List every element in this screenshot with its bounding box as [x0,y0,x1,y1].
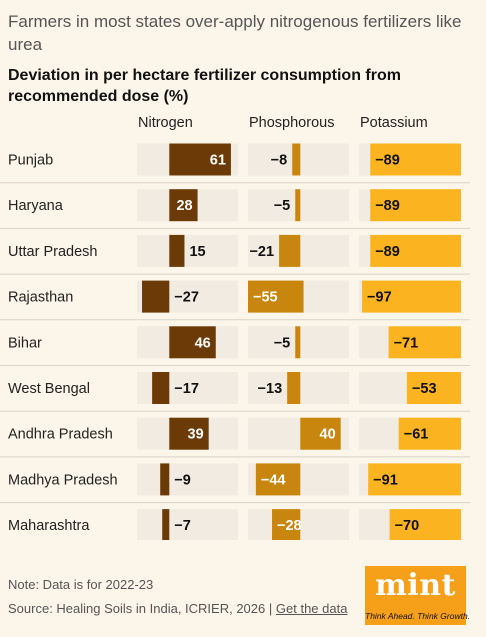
bar-nitrogen-madhya-pradesh [160,463,170,496]
source-separator: | [268,601,273,616]
value-label-potassium-rajasthan: −97 [367,290,392,306]
bar-potassium-haryana [370,189,461,222]
state-label-andhra-pradesh: Andhra Pradesh [8,427,113,443]
value-label-nitrogen-bihar: 46 [195,335,211,351]
value-label-phosphorous-west-bengal: −13 [258,381,283,397]
value-label-phosphorous-punjab: −8 [271,153,288,169]
value-label-nitrogen-west-bengal: −17 [174,381,199,397]
state-label-uttar-pradesh: Uttar Pradesh [8,244,97,260]
value-label-nitrogen-uttar-pradesh: 15 [189,244,205,260]
state-label-madhya-pradesh: Madhya Pradesh [8,472,118,488]
panel-background [137,234,238,267]
value-label-potassium-haryana: −89 [375,198,400,214]
column-header-potassium: Potassium [360,115,428,131]
state-label-rajasthan: Rajasthan [8,290,73,306]
bar-potassium-punjab [370,143,461,176]
source-text: Source: Healing Soils in India, ICRIER, … [8,601,266,616]
bar-phosphorous-punjab [292,143,301,176]
source-line: Source: Healing Soils in India, ICRIER, … [8,601,347,616]
get-the-data-link[interactable]: Get the data [275,601,348,616]
value-label-phosphorous-maharashtra: −28 [277,518,302,534]
value-label-potassium-punjab: −89 [375,153,400,169]
bar-nitrogen-uttar-pradesh [169,234,185,267]
bar-nitrogen-maharashtra [162,509,170,540]
logo-tagline: Think Ahead. Think Growth. [365,611,471,621]
value-label-nitrogen-maharashtra: −7 [174,518,191,534]
bar-potassium-bihar [388,326,461,359]
value-label-phosphorous-bihar: −5 [274,335,291,351]
value-label-potassium-uttar-pradesh: −89 [375,244,400,260]
value-label-phosphorous-uttar-pradesh: −21 [249,244,274,260]
value-label-nitrogen-rajasthan: −27 [174,290,199,306]
value-label-potassium-maharashtra: −70 [395,518,420,534]
bar-phosphorous-haryana [295,189,301,222]
bar-nitrogen-punjab [169,143,231,176]
value-label-nitrogen-haryana: 28 [176,198,192,214]
bar-potassium-madhya-pradesh [368,463,461,496]
value-label-potassium-west-bengal: −53 [412,381,437,397]
bar-nitrogen-haryana [169,189,198,222]
value-label-phosphorous-madhya-pradesh: −44 [261,472,286,488]
chart-subtitle: Deviation in per hectare fertilizer cons… [8,67,401,105]
bar-phosphorous-maharashtra [272,509,301,540]
bar-phosphorous-uttar-pradesh [279,234,301,267]
value-label-nitrogen-andhra-pradesh: 39 [188,427,204,443]
bar-potassium-maharashtra [389,509,461,540]
value-label-nitrogen-madhya-pradesh: −9 [174,472,191,488]
bar-phosphorous-west-bengal [287,372,301,404]
panel-background [137,463,238,496]
bar-phosphorous-rajasthan [248,280,304,313]
state-label-punjab: Punjab [8,153,53,169]
bar-nitrogen-rajasthan [142,280,170,313]
bar-phosphorous-madhya-pradesh [255,463,301,496]
bar-potassium-rajasthan [362,280,461,313]
bar-phosphorous-bihar [295,326,301,359]
bar-nitrogen-bihar [169,326,216,359]
logo-wordmark: mint [375,568,456,603]
value-label-nitrogen-punjab: 61 [210,153,226,169]
value-label-potassium-madhya-pradesh: −91 [373,472,398,488]
column-header-nitrogen: Nitrogen [138,115,193,131]
state-label-west-bengal: West Bengal [8,381,90,397]
bar-nitrogen-west-bengal [152,372,170,404]
column-header-phosphorous: Phosphorous [249,115,334,131]
bar-potassium-uttar-pradesh [370,234,461,267]
bar-phosphorous-andhra-pradesh [300,417,341,450]
bar-chart: Nitrogen Phosphorous Potassium Punjab 61 −8 −8… [0,115,470,540]
mint-logo: mint Think Ahead. Think Growth. [365,566,471,625]
value-label-potassium-andhra-pradesh: −61 [404,427,429,443]
state-label-haryana: Haryana [8,198,64,214]
value-label-phosphorous-haryana: −5 [274,198,291,214]
bar-potassium-west-bengal [406,372,461,404]
panel-background [137,509,238,540]
value-label-potassium-bihar: −71 [394,335,419,351]
state-label-bihar: Bihar [8,335,42,351]
bar-nitrogen-andhra-pradesh [169,417,209,450]
bar-potassium-andhra-pradesh [398,417,461,450]
chart-title: Farmers in most states over-apply nitrog… [8,12,462,54]
state-label-maharashtra: Maharashtra [8,518,90,534]
value-label-phosphorous-rajasthan: −55 [253,290,278,306]
footnote: Note: Data is for 2022-23 [8,577,154,592]
value-label-phosphorous-andhra-pradesh: 40 [320,427,336,443]
